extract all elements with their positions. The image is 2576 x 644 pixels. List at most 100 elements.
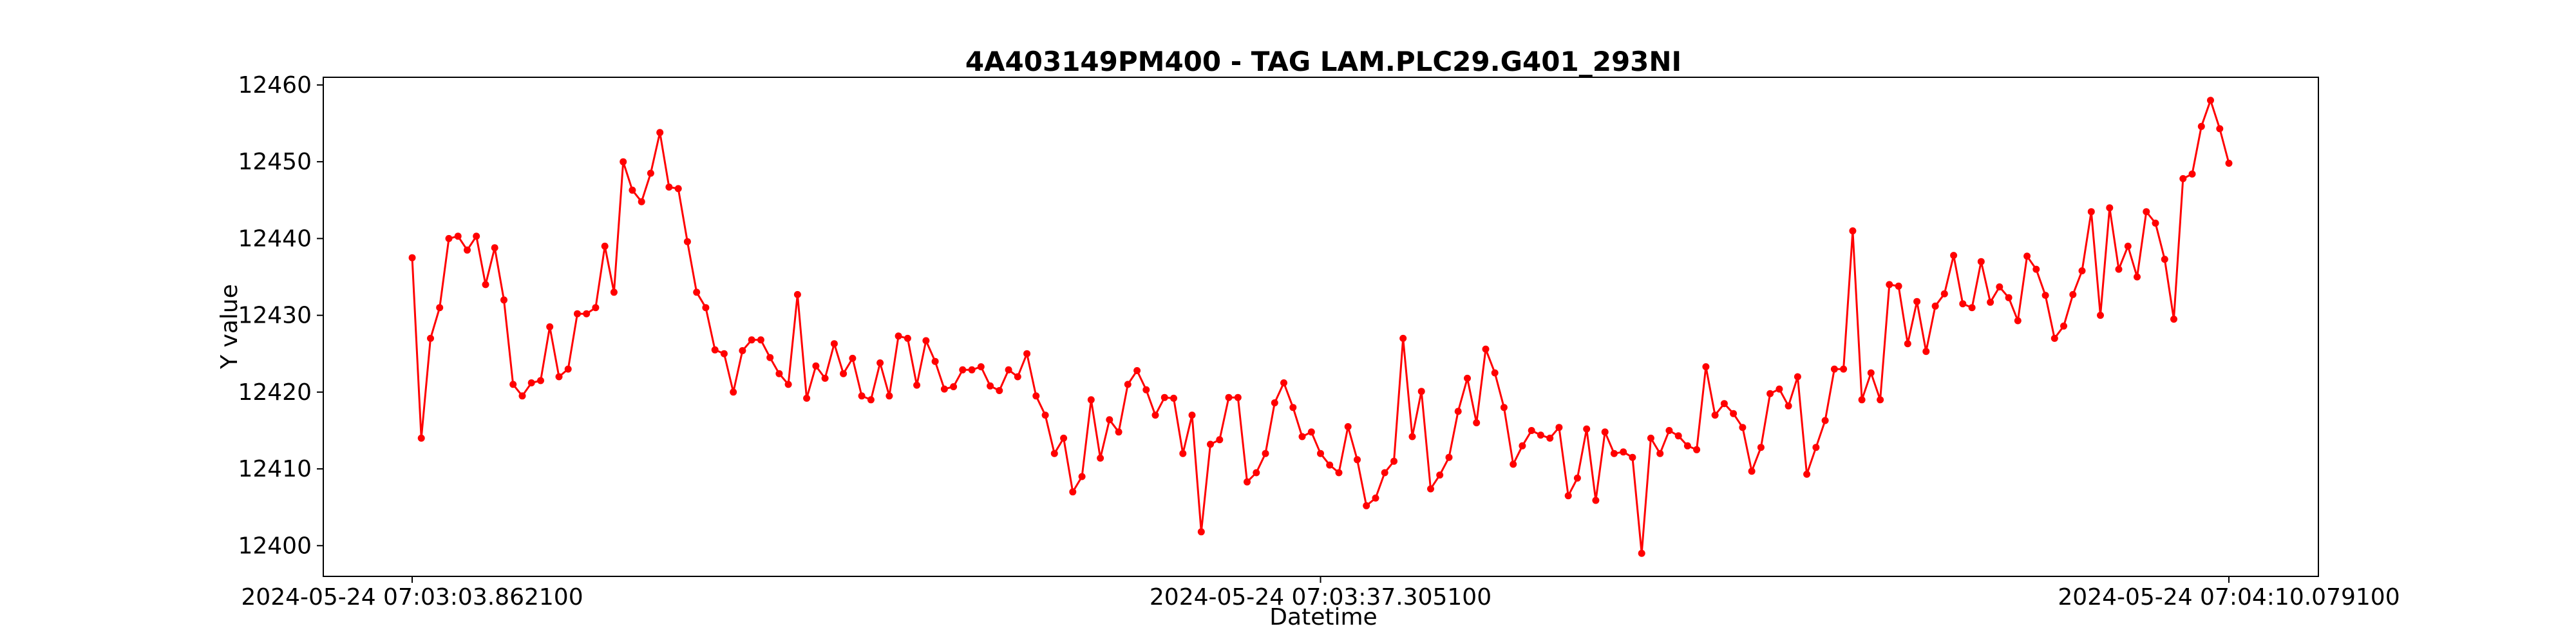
data-point <box>1940 290 1948 298</box>
data-point <box>491 244 498 252</box>
data-point <box>1674 432 1682 440</box>
data-point <box>1785 402 1792 410</box>
data-point <box>1427 485 1434 493</box>
series-red <box>408 97 2233 557</box>
data-point <box>2069 290 2077 298</box>
data-point <box>1271 399 1278 406</box>
data-point <box>1408 433 1416 440</box>
data-point <box>1638 549 1645 557</box>
data-point <box>1436 471 1444 479</box>
data-point <box>1225 393 1233 401</box>
data-point <box>2216 125 2224 133</box>
data-point <box>1968 304 1976 312</box>
data-point <box>730 388 737 396</box>
data-point <box>2170 316 2177 323</box>
y-tick-label: 12430 <box>238 303 312 329</box>
data-point <box>1417 388 1425 395</box>
y-axis: 12400 12410 12420 12430 12440 12450 12460 <box>238 72 323 559</box>
data-point <box>1069 488 1077 496</box>
data-point <box>987 382 994 390</box>
data-point <box>1849 227 1857 234</box>
data-point <box>1500 404 1508 412</box>
data-point <box>592 304 600 312</box>
y-axis-label: Y value <box>216 284 243 370</box>
data-point <box>1987 298 1994 306</box>
data-point <box>482 281 489 289</box>
data-point <box>1840 365 1848 373</box>
data-point <box>2161 256 2168 263</box>
data-point <box>1491 369 1499 377</box>
data-point <box>1234 393 1242 401</box>
data-point <box>1142 386 1150 393</box>
data-point <box>454 232 462 240</box>
x-axis: 2024-05-24 07:03:03.862100 2024-05-24 07:… <box>241 576 2400 611</box>
plot-area <box>323 77 2319 577</box>
data-point <box>1904 340 1911 348</box>
data-point <box>1730 410 1738 417</box>
data-point <box>1693 446 1701 453</box>
data-point <box>1794 373 1801 381</box>
data-point <box>1711 412 1719 419</box>
data-point <box>1647 434 1654 442</box>
data-point <box>1106 416 1113 424</box>
data-point <box>1931 302 1939 310</box>
data-point <box>2115 265 2123 273</box>
chart-title: 4A403149PM400 - TAG LAM.PLC29.G401_293NI <box>965 46 1681 77</box>
data-point <box>2188 170 2196 178</box>
data-point <box>1959 300 1967 308</box>
data-point <box>518 392 526 400</box>
data-point <box>1179 450 1187 457</box>
data-point <box>2106 204 2114 212</box>
data-point <box>886 392 893 400</box>
data-point <box>1170 394 1177 402</box>
data-point <box>665 184 673 191</box>
y-tick-label: 12440 <box>238 225 312 252</box>
data-point <box>812 362 820 370</box>
data-point <box>1307 428 1315 436</box>
data-point <box>1390 457 1397 465</box>
data-point <box>922 337 930 345</box>
data-point <box>803 394 811 402</box>
data-point <box>2134 273 2141 281</box>
data-point <box>2179 175 2187 182</box>
data-point <box>638 198 645 205</box>
data-point <box>1464 374 1471 382</box>
data-point <box>693 289 701 296</box>
data-point <box>1620 448 1627 456</box>
data-point <box>1160 393 1168 401</box>
data-point <box>1977 258 1985 265</box>
data-point <box>2225 160 2233 167</box>
data-point <box>574 310 581 317</box>
data-point <box>1133 367 1141 374</box>
data-point <box>1050 450 1058 457</box>
data-point <box>1748 468 1756 475</box>
data-point <box>1445 453 1453 461</box>
y-tick-label: 12460 <box>238 72 312 99</box>
data-point <box>1207 440 1214 448</box>
data-point <box>1041 412 1049 419</box>
data-point <box>2207 97 2214 104</box>
data-point <box>1317 450 1324 457</box>
data-point <box>895 332 902 340</box>
data-point <box>647 169 654 177</box>
data-point <box>1482 345 1490 353</box>
data-point <box>1867 369 1875 377</box>
data-point <box>1555 424 1563 431</box>
data-point <box>757 336 764 344</box>
data-point <box>2097 312 2104 319</box>
data-point <box>904 334 911 342</box>
data-point <box>610 289 618 296</box>
data-point <box>1262 450 1269 457</box>
data-point <box>1702 363 1710 370</box>
data-point <box>436 304 444 312</box>
data-point <box>1519 442 1526 450</box>
series-line <box>411 99 2230 554</box>
data-point <box>1289 404 1297 412</box>
data-point <box>555 373 563 381</box>
data-point <box>913 381 921 389</box>
data-point <box>1766 390 1774 397</box>
data-point <box>977 363 985 370</box>
data-point <box>1665 427 1673 434</box>
data-point <box>1913 298 1921 305</box>
data-point <box>683 238 691 245</box>
